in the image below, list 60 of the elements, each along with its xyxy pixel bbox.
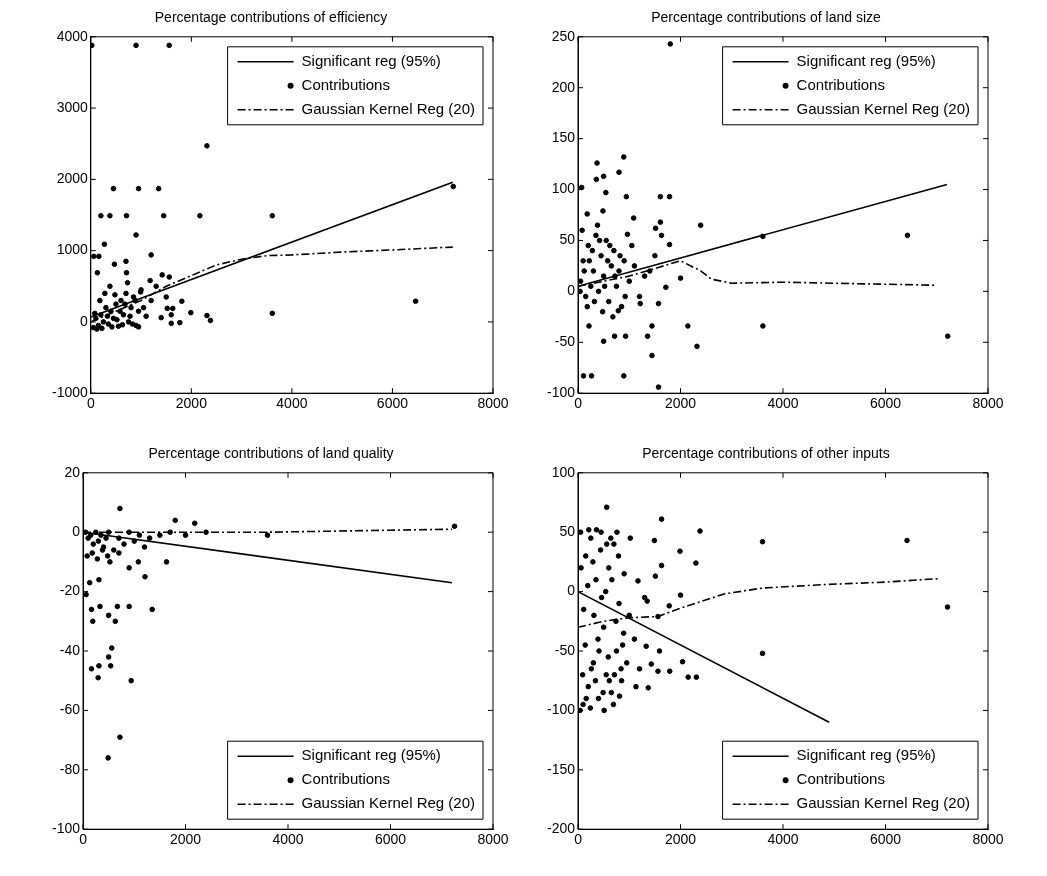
y-tick-label: 20 — [64, 463, 81, 480]
y-tick-label: 100 — [551, 180, 576, 197]
x-tick-label: 8000 — [972, 831, 1004, 848]
y-tick-label: 0 — [567, 282, 576, 299]
y-tick-label: -60 — [59, 701, 81, 718]
y-tick-label: -40 — [59, 641, 81, 658]
x-tick-label: 4000 — [767, 831, 799, 848]
x-tick-label: 6000 — [869, 395, 902, 412]
y-tick-label: 100 — [551, 463, 576, 480]
y-tick-label: -20 — [59, 582, 81, 599]
x-tick-label: 2000 — [169, 831, 202, 848]
legend-label: Contributions — [796, 75, 885, 93]
y-tick-label: -100 — [546, 701, 576, 718]
y-tick-label: 250 — [551, 27, 576, 44]
y-tick-label: 4000 — [56, 27, 89, 44]
y-tick-label: -50 — [554, 333, 576, 350]
chart-title: Percentage contributions of efficiency — [154, 9, 388, 26]
y-tick-label: 150 — [551, 129, 576, 146]
legend-label: Contributions — [796, 770, 885, 788]
y-tick-label: -200 — [546, 820, 576, 837]
y-tick-label: 50 — [559, 231, 576, 248]
x-tick-label: 6000 — [869, 831, 902, 848]
chart-title: Percentage contributions of other inputs — [642, 445, 890, 462]
y-tick-label: 50 — [559, 523, 576, 540]
x-tick-label: 8000 — [477, 831, 509, 848]
legend-label: Significant reg (95%) — [796, 51, 936, 69]
y-tick-label: -1000 — [51, 384, 89, 401]
legend-label: Contributions — [301, 75, 390, 93]
y-tick-label: 1000 — [56, 241, 89, 258]
legend-label: Gaussian Kernel Reg (20) — [301, 794, 476, 812]
y-tick-label: 0 — [567, 582, 576, 599]
legend-label: Contributions — [301, 770, 390, 788]
x-tick-label: 6000 — [374, 831, 407, 848]
x-tick-label: 2000 — [664, 395, 697, 412]
legend-label: Significant reg (95%) — [796, 746, 936, 764]
y-tick-label: 2000 — [56, 170, 89, 187]
legend-label: Gaussian Kernel Reg (20) — [796, 794, 971, 812]
legend-label: Significant reg (95%) — [301, 746, 441, 764]
y-tick-label: -100 — [51, 820, 81, 837]
x-tick-label: 4000 — [767, 395, 799, 412]
y-tick-label: 200 — [551, 78, 576, 95]
x-tick-label: 2000 — [664, 831, 697, 848]
y-tick-label: -150 — [546, 760, 576, 777]
x-tick-label: 4000 — [272, 831, 304, 848]
y-tick-label: 3000 — [56, 98, 89, 115]
y-tick-label: 0 — [72, 523, 81, 540]
y-tick-label: 0 — [80, 312, 89, 329]
chart-title: Percentage contributions of land quality — [148, 445, 394, 462]
y-tick-label: -80 — [59, 760, 81, 777]
x-tick-label: 4000 — [276, 395, 308, 412]
legend-label: Gaussian Kernel Reg (20) — [796, 99, 971, 117]
x-tick-label: 8000 — [972, 395, 1004, 412]
y-tick-label: -50 — [554, 641, 576, 658]
x-tick-label: 6000 — [376, 395, 409, 412]
y-tick-label: -100 — [546, 384, 576, 401]
legend-label: Significant reg (95%) — [301, 51, 441, 69]
legend-label: Gaussian Kernel Reg (20) — [301, 99, 476, 117]
x-tick-label: 2000 — [175, 395, 208, 412]
x-tick-label: 8000 — [477, 395, 509, 412]
chart-title: Percentage contributions of land size — [651, 9, 881, 26]
